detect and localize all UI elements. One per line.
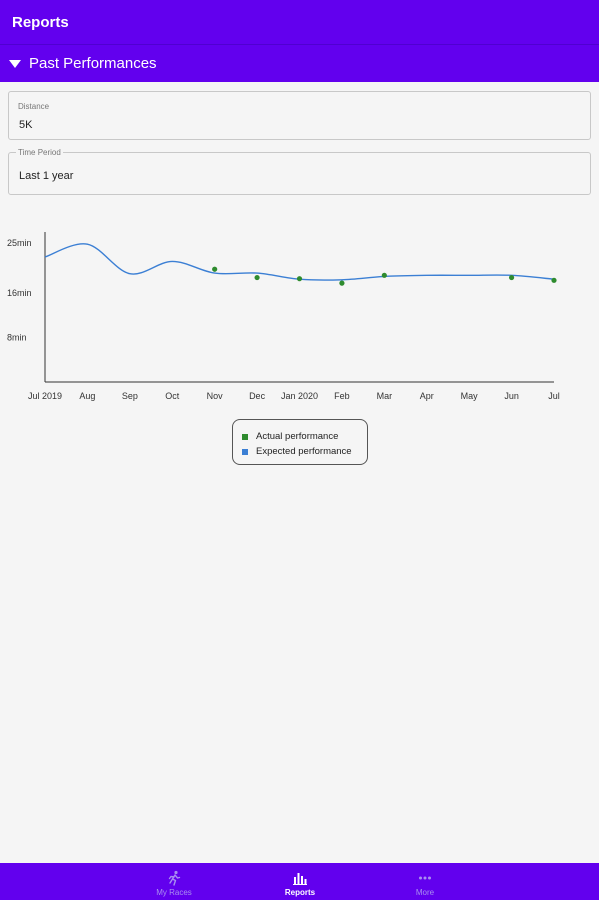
nav-item-reports[interactable]: Reports — [260, 863, 340, 900]
actual-performance-point — [508, 274, 515, 281]
x-tick-label: Jun — [504, 391, 519, 401]
performance-chart: 25min 16min 8min Jul 2019 Aug Sep Oct Nov Dec Jan… — [0, 220, 599, 470]
runner-icon — [168, 870, 181, 886]
more-dots-icon — [419, 876, 431, 880]
section-title: Past Performances — [29, 55, 157, 72]
actual-performance-point — [381, 272, 387, 278]
top-app-bar: Reports — [0, 0, 599, 44]
legend-label-actual: Actual performance — [256, 431, 339, 442]
past-performances-header[interactable]: Past Performances — [0, 44, 599, 82]
actual-performance-point — [212, 266, 218, 272]
bottom-navigation: My Races Reports More — [0, 863, 599, 900]
triangle-down-icon — [9, 59, 21, 68]
page-title: Reports — [12, 13, 69, 31]
chart-svg: 25min 16min 8min Jul 2019 Aug Sep Oct Nov Dec Jan… — [7, 232, 560, 401]
x-tick-label: Jan 2020 — [281, 391, 318, 401]
x-tick-label: May — [461, 391, 479, 401]
expected-swatch — [242, 448, 248, 455]
x-tick-label: Jul 2019 — [28, 391, 62, 401]
expected-performance-line — [44, 243, 555, 281]
legend-label-expected: Expected performance — [256, 446, 352, 457]
nav-label-reports: Reports — [284, 888, 316, 897]
chart-legend: Actual performance Expected performance — [232, 419, 368, 465]
x-tick-label: Feb — [334, 391, 350, 401]
nav-item-my-races[interactable]: My Races — [134, 863, 214, 900]
time-period-value: Last 1 year — [19, 170, 74, 182]
legend-item-actual: Actual performance — [242, 431, 338, 442]
actual-performance-point — [254, 274, 260, 281]
time-period-label: Time Period — [16, 148, 63, 157]
nav-label-my-races: My Races — [156, 888, 192, 897]
nav-label-more: More — [415, 888, 435, 897]
y-tick-label: 25min — [7, 238, 32, 248]
x-tick-label: Aug — [79, 391, 95, 401]
nav-item-more[interactable]: More — [385, 863, 465, 900]
distance-label: Distance — [18, 102, 50, 111]
actual-swatch — [242, 433, 248, 440]
x-tick-label: Jul — [548, 391, 560, 401]
distance-value: 5K — [19, 119, 33, 131]
distance-select[interactable]: Distance 5K — [8, 91, 591, 140]
y-tick-label: 16min — [7, 288, 32, 298]
x-tick-label: Dec — [249, 391, 266, 401]
x-tick-label: Nov — [207, 391, 224, 401]
bar-chart-icon — [293, 873, 307, 885]
y-tick-label: 8min — [7, 333, 27, 343]
x-tick-label: Oct — [165, 391, 180, 401]
time-period-select[interactable]: Time Period Last 1 year — [8, 148, 591, 195]
actual-performance-point — [339, 280, 345, 286]
x-tick-label: Apr — [420, 391, 434, 401]
actual-performance-point — [296, 276, 303, 282]
x-tick-label: Mar — [377, 391, 393, 401]
x-tick-label: Sep — [122, 391, 138, 401]
legend-item-expected: Expected performance — [242, 446, 352, 457]
actual-performance-point — [551, 277, 557, 283]
